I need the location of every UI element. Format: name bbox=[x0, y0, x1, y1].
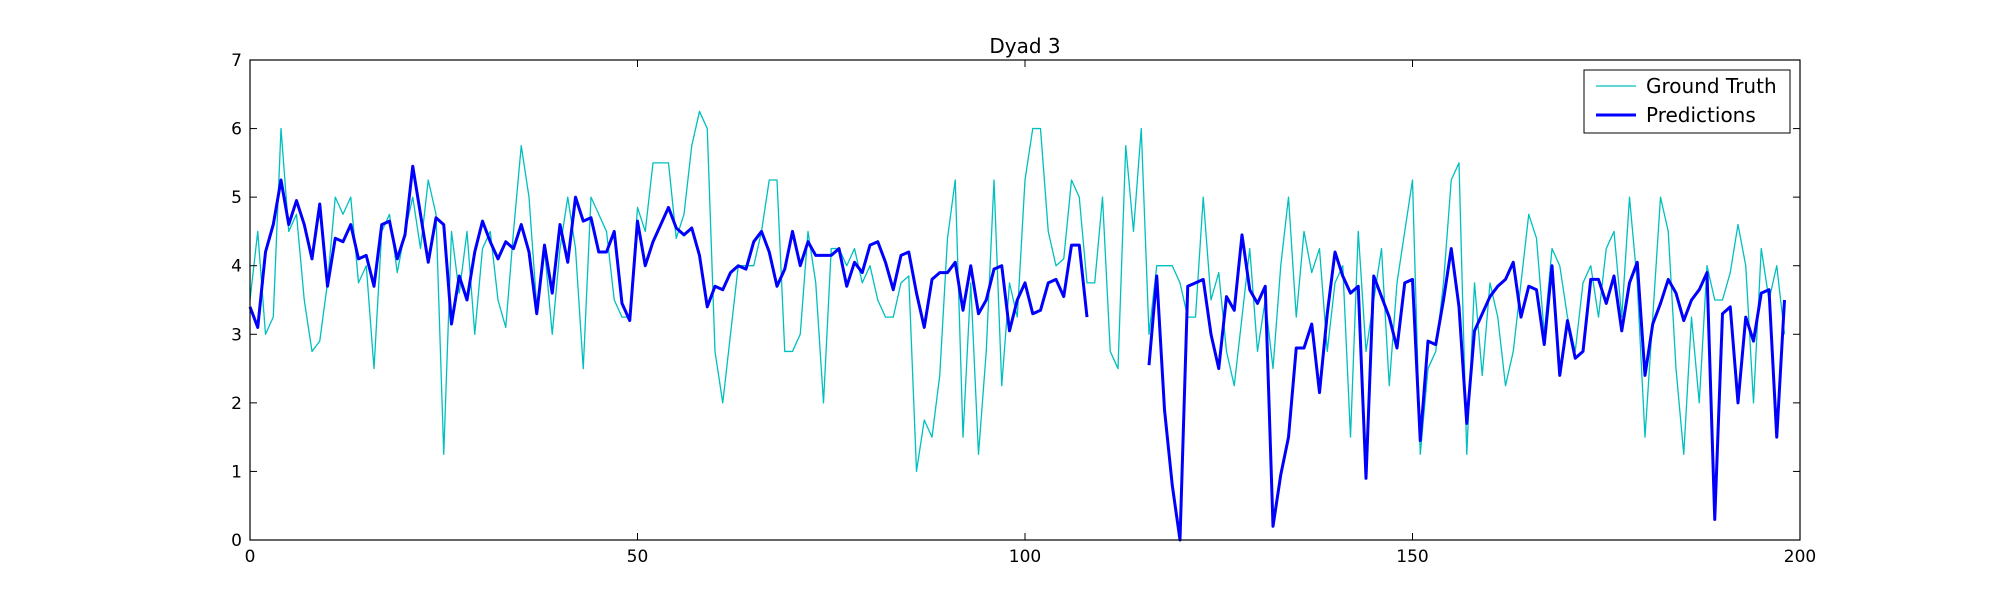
x-tick-label: 100 bbox=[1009, 547, 1041, 567]
series-line-segment bbox=[1147, 233, 1786, 542]
y-tick-label: 0 bbox=[231, 531, 242, 551]
series-ground-truth bbox=[249, 110, 1786, 473]
y-tick-label: 2 bbox=[231, 394, 242, 414]
series-line-segment bbox=[248, 164, 1089, 333]
x-tick-label: 200 bbox=[1784, 547, 1816, 567]
y-tick-label: 5 bbox=[231, 188, 242, 208]
y-tick-label: 3 bbox=[231, 325, 242, 345]
x-tick-label: 0 bbox=[245, 547, 256, 567]
y-tick-label: 6 bbox=[231, 120, 242, 140]
legend-label-ground-truth: Ground Truth bbox=[1646, 74, 1777, 98]
legend-label-predictions: Predictions bbox=[1646, 103, 1756, 127]
series-layer bbox=[248, 110, 1786, 542]
y-tick-label: 7 bbox=[231, 51, 242, 71]
series-line-segment bbox=[249, 110, 1786, 473]
x-tick-label: 150 bbox=[1396, 547, 1428, 567]
series-predictions bbox=[248, 164, 1786, 542]
legend-box bbox=[1583, 69, 1791, 134]
y-tick-label: 1 bbox=[231, 462, 242, 482]
chart-title: Dyad 3 bbox=[989, 34, 1060, 58]
y-tick-label: 4 bbox=[231, 257, 242, 277]
legend: Ground Truth Predictions bbox=[1583, 69, 1791, 134]
x-tick-label: 50 bbox=[627, 547, 649, 567]
ticks-layer: 0 50 100 150 200 0 1 2 3 4 5 6 7 bbox=[231, 51, 1816, 567]
